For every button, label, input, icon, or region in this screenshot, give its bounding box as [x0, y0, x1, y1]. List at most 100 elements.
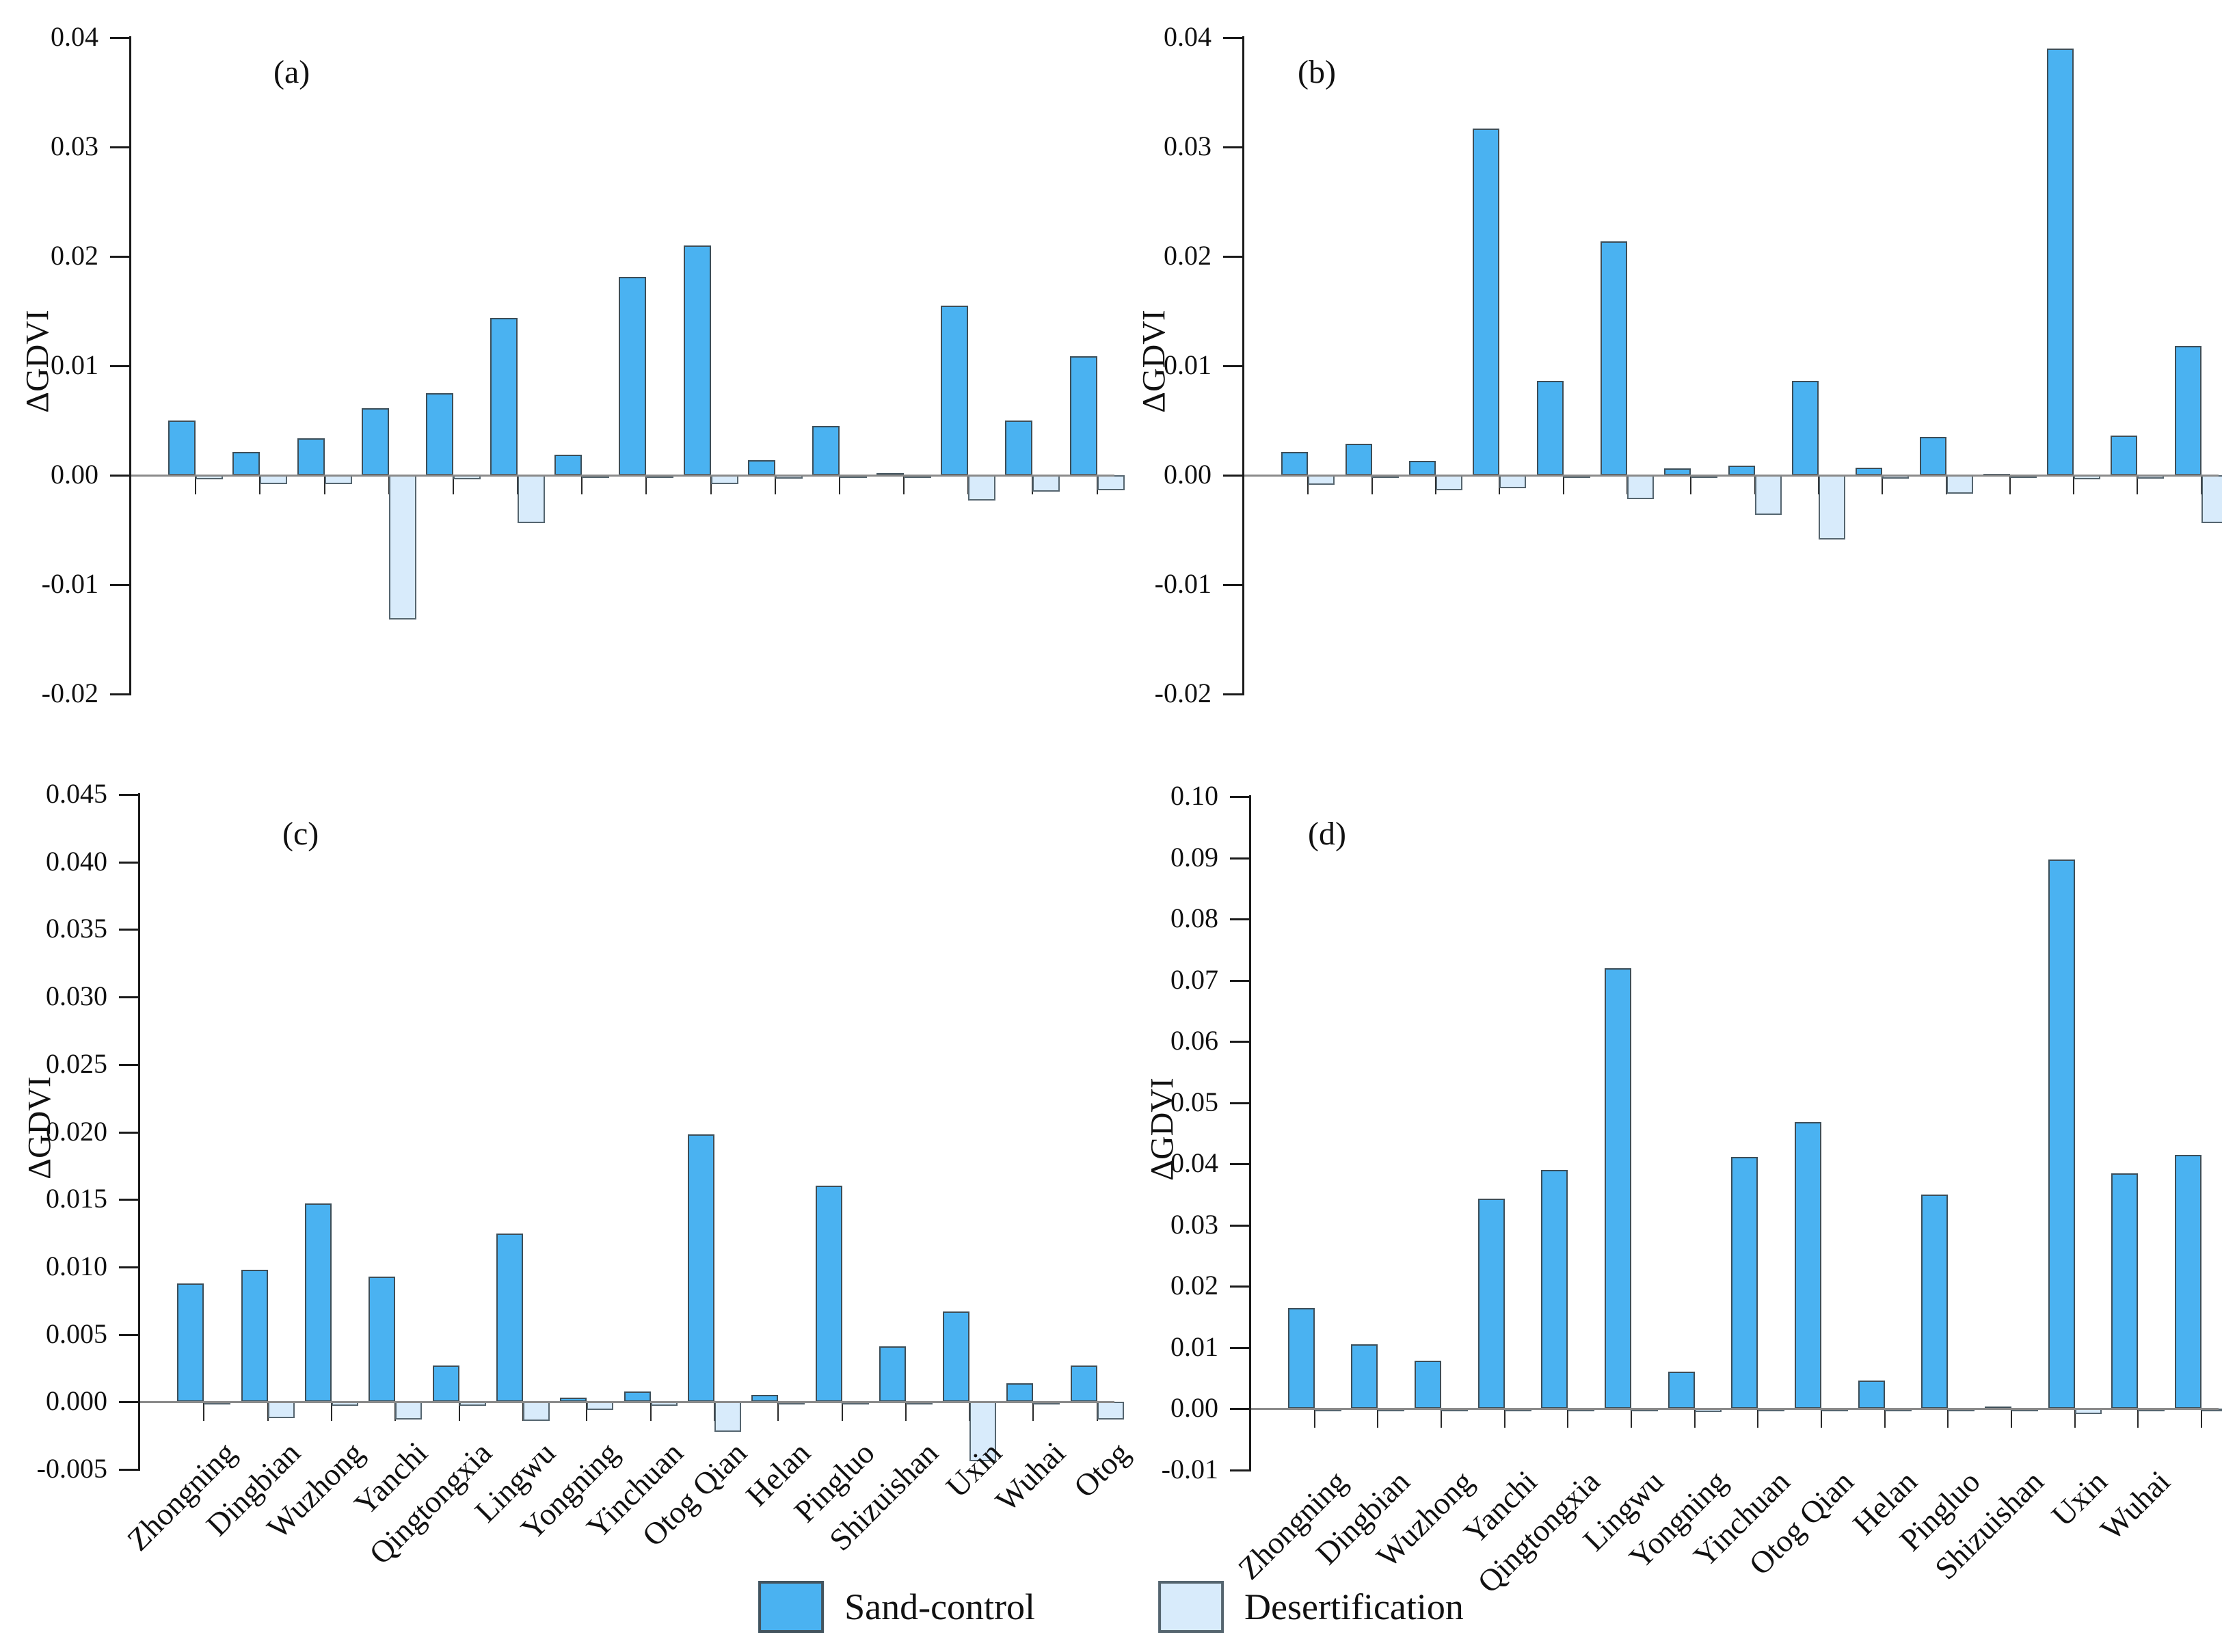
- bar-sand-lingwu: [1604, 968, 1631, 1409]
- bar-desert-helan: [775, 475, 803, 479]
- x-tick: [1757, 1409, 1759, 1428]
- bar-sand-otog: [2174, 1154, 2201, 1409]
- x-tick-label-otog-qian: Otog Qian: [635, 1435, 753, 1554]
- bar-desert-dingbian: [260, 475, 288, 484]
- x-tick: [967, 475, 969, 494]
- y-tick-label: 0.03: [1164, 131, 1212, 161]
- x-tick-label-qingtongxia: Qingtongxia: [1471, 1463, 1607, 1600]
- x-tick: [394, 1402, 397, 1422]
- y-tick: [1223, 146, 1242, 148]
- y-tick: [119, 794, 138, 796]
- x-tick: [2074, 1409, 2076, 1428]
- y-axis-label: ΔGDVI: [1136, 310, 1173, 413]
- bar-sand-uxin: [2047, 49, 2074, 475]
- x-tick: [1440, 1409, 1442, 1428]
- y-tick: [110, 475, 129, 477]
- x-tick-label-lingwu: Lingwu: [1576, 1463, 1670, 1558]
- x-tick: [1096, 475, 1098, 494]
- bar-sand-helan: [1856, 467, 1883, 475]
- y-tick: [110, 693, 129, 695]
- y-tick-label: 0.06: [1170, 1025, 1218, 1056]
- panel-letter-d: (d): [1308, 816, 1346, 852]
- x-tick: [2200, 475, 2202, 494]
- y-tick-label: -0.01: [1161, 1454, 1218, 1484]
- bar-desert-qingtongxia: [459, 1402, 486, 1407]
- x-tick: [2010, 1409, 2012, 1428]
- bar-sand-uxin: [941, 306, 969, 475]
- bar-desert-shizuishan: [2009, 475, 2037, 478]
- bar-sand-pingluo: [812, 426, 840, 475]
- bar-sand-yinchuan: [1728, 465, 1755, 475]
- bar-sand-helan: [751, 1395, 779, 1402]
- y-tick-label: 0.01: [51, 349, 98, 380]
- sand-control-label: Sand-control: [844, 1586, 1036, 1627]
- y-tick-label: -0.01: [1154, 568, 1212, 599]
- y-tick-label: 0.030: [46, 981, 107, 1012]
- bar-sand-qingtongxia: [1541, 1170, 1568, 1409]
- y-tick-label: 0.07: [1170, 963, 1218, 995]
- y-tick-label: 0.020: [46, 1115, 107, 1147]
- bar-sand-qingtongxia: [432, 1365, 459, 1402]
- bar-sand-wuzhong: [297, 438, 325, 475]
- bar-sand-otog-qian: [687, 1134, 714, 1402]
- y-tick-label: 0.00: [1170, 1392, 1218, 1424]
- x-tick: [1313, 1409, 1315, 1428]
- x-tick: [1820, 1409, 1822, 1428]
- bar-desert-zhongning: [196, 475, 224, 480]
- x-tick-label-qingtongxia: Qingtongxia: [362, 1435, 498, 1571]
- zero-line: [1244, 474, 2219, 477]
- x-tick: [1690, 475, 1692, 494]
- x-tick: [1371, 475, 1373, 494]
- x-tick: [1817, 475, 1819, 494]
- zero-line: [1251, 1407, 2219, 1410]
- x-tick: [969, 1402, 971, 1422]
- x-tick: [650, 1402, 652, 1422]
- y-tick: [119, 1266, 138, 1268]
- bar-sand-yongning: [560, 1398, 587, 1402]
- bar-desert-wuhai: [1032, 475, 1060, 492]
- bar-sand-qingtongxia: [1536, 381, 1564, 475]
- bar-desert-wuhai: [2138, 1409, 2165, 1412]
- x-tick-label-dingbian: Dingbian: [199, 1435, 307, 1543]
- x-tick: [1032, 475, 1034, 494]
- x-tick: [1562, 475, 1564, 494]
- x-tick: [905, 1402, 907, 1422]
- y-tick-label: 0.09: [1170, 841, 1218, 872]
- x-tick-label-zhongning: Zhongning: [1231, 1463, 1354, 1586]
- x-tick: [1754, 475, 1756, 494]
- zero-line: [131, 474, 1114, 477]
- x-tick: [195, 475, 197, 494]
- x-tick: [774, 475, 776, 494]
- y-tick: [110, 584, 129, 586]
- bar-desert-yinchuan: [1754, 475, 1782, 515]
- y-tick: [119, 1333, 138, 1336]
- x-tick-label-uxin: Uxin: [939, 1435, 1008, 1504]
- bar-desert-helan: [778, 1402, 805, 1405]
- x-tick: [2137, 475, 2139, 494]
- bar-sand-yongning: [554, 454, 583, 475]
- y-tick-label: 0.02: [51, 240, 98, 271]
- x-tick: [267, 1402, 269, 1422]
- bar-sand-shizuishan: [876, 472, 905, 476]
- y-tick: [1223, 365, 1242, 367]
- bar-desert-zhongning: [1308, 475, 1335, 485]
- x-tick: [522, 1402, 524, 1422]
- x-tick-label-pingluo: Pingluo: [786, 1435, 881, 1529]
- y-tick: [1230, 1163, 1249, 1166]
- bar-desert-qingtongxia: [453, 475, 481, 480]
- bar-sand-qingtongxia: [425, 393, 453, 475]
- y-axis-spine: [1249, 795, 1251, 1471]
- bar-sand-uxin: [943, 1311, 970, 1402]
- x-tick-label-helan: Helan: [1845, 1463, 1924, 1542]
- bar-desert-yanchi: [1499, 475, 1527, 489]
- bar-sand-yinchuan: [1731, 1157, 1758, 1409]
- bar-sand-lingwu: [496, 1233, 523, 1402]
- y-tick-label: -0.02: [41, 678, 98, 708]
- y-tick: [1230, 1041, 1249, 1043]
- y-tick: [1230, 918, 1249, 921]
- x-tick: [388, 475, 390, 494]
- x-tick-label-uxin: Uxin: [2044, 1463, 2114, 1533]
- x-tick-label-zhongning: Zhongning: [120, 1435, 243, 1558]
